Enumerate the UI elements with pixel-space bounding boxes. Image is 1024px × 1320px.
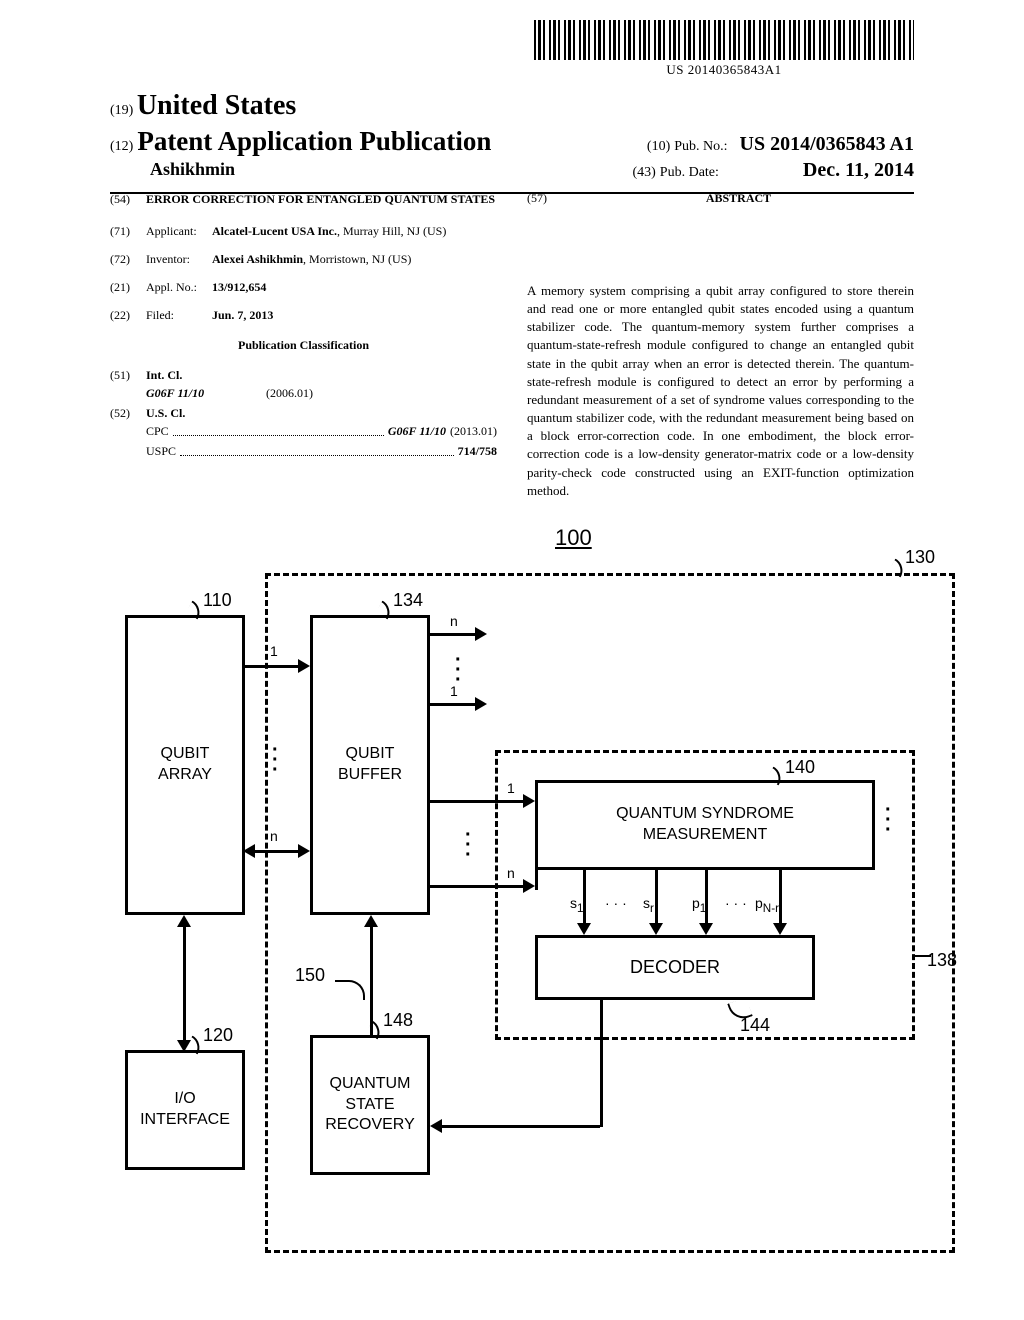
ref-134: 134 (393, 590, 423, 611)
appl-no-label: Appl. No.: (146, 278, 212, 296)
publication-type: Patent Application Publication (137, 126, 491, 156)
patent-header: (19) United States (12) Patent Applicati… (110, 90, 914, 194)
content-columns: (54) ERROR CORRECTION FOR ENTANGLED QUAN… (110, 190, 914, 500)
country-name: United States (137, 90, 296, 121)
cpc-label: CPC (146, 422, 169, 440)
uspc-row: USPC 714/758 (110, 442, 497, 460)
syndrome-box: QUANTUM SYNDROME MEASUREMENT (535, 780, 875, 870)
left-column: (54) ERROR CORRECTION FOR ENTANGLED QUAN… (110, 190, 497, 500)
filed-field: (22) Filed: Jun. 7, 2013 (110, 306, 497, 324)
pub-date-label: Pub. Date: (660, 165, 719, 180)
code-72: (72) (110, 250, 146, 268)
cpc-year: (2013.01) (450, 422, 497, 440)
code-21: (21) (110, 278, 146, 296)
code-10: (10) (647, 139, 670, 154)
decoder-box: DECODER (535, 935, 815, 1000)
filed-label: Filed: (146, 306, 212, 324)
inventor-field: (72) Inventor: Alexei Ashikhmin, Morrist… (110, 250, 497, 268)
dotted-line (173, 418, 384, 436)
pub-type-line: (12) Patent Application Publication (10)… (110, 126, 914, 157)
appl-no-value: 13/912,654 (212, 278, 497, 296)
right-column: (57) ABSTRACT A memory system comprising… (527, 190, 914, 500)
qubit-array-box: QUBIT ARRAY (125, 615, 245, 915)
int-cl-class: G06F 11/10 (146, 384, 266, 402)
barcode-text: US 20140365843A1 (534, 62, 914, 78)
int-cl-label: Int. Cl. (146, 366, 182, 384)
figure-number: 100 (555, 525, 592, 551)
ref-138: 138 (927, 950, 957, 971)
ref-150: 150 (295, 965, 325, 986)
code-19: (19) (110, 103, 133, 118)
barcode-image (534, 20, 914, 60)
patent-title: ERROR CORRECTION FOR ENTANGLED QUANTUM S… (146, 190, 497, 208)
code-54: (54) (110, 190, 146, 208)
pub-class-header: Publication Classification (110, 336, 497, 354)
uspc-value: 714/758 (458, 442, 497, 460)
abstract-header-row: (57) ABSTRACT (527, 190, 914, 247)
code-12: (12) (110, 139, 133, 154)
ref-110: 110 (203, 590, 232, 611)
int-cl-year: (2006.01) (266, 384, 313, 402)
code-43: (43) (632, 165, 655, 180)
pub-date: Dec. 11, 2014 (803, 159, 914, 181)
code-71: (71) (110, 222, 146, 240)
applicant-field: (71) Applicant: Alcatel-Lucent USA Inc.,… (110, 222, 497, 240)
inventor-label: Inventor: (146, 250, 212, 268)
author-line: Ashikhmin (43) Pub. Date: Dec. 11, 2014 (110, 159, 914, 182)
recovery-box: QUANTUM STATE RECOVERY (310, 1035, 430, 1175)
filed-value: Jun. 7, 2013 (212, 306, 497, 324)
ref-130: 130 (905, 547, 935, 568)
inventor-value: Alexei Ashikhmin, Morristown, NJ (US) (212, 250, 497, 268)
code-51: (51) (110, 366, 146, 384)
applicant-label: Applicant: (146, 222, 212, 240)
pub-no-label: Pub. No.: (674, 139, 727, 154)
code-57: (57) (527, 190, 563, 247)
int-cl-value-row: G06F 11/10 (2006.01) (110, 384, 497, 402)
abstract-label: ABSTRACT (563, 190, 914, 207)
figure-diagram: 100 130 QUBIT ARRAY 110 QUBIT BUFFER 134… (125, 525, 964, 1270)
country-line: (19) United States (110, 90, 914, 122)
barcode-region: US 20140365843A1 (534, 20, 914, 78)
ref-148: 148 (383, 1010, 413, 1031)
code-52: (52) (110, 404, 146, 422)
applicant-value: Alcatel-Lucent USA Inc., Murray Hill, NJ… (212, 222, 497, 240)
int-cl-field: (51) Int. Cl. (110, 366, 497, 384)
ref-120: 120 (203, 1025, 233, 1046)
io-interface-box: I/O INTERFACE (125, 1050, 245, 1170)
abstract-text: A memory system comprising a qubit array… (527, 282, 914, 500)
title-field: (54) ERROR CORRECTION FOR ENTANGLED QUAN… (110, 190, 497, 208)
dotted-line (180, 438, 454, 456)
pub-no: US 2014/0365843 A1 (740, 133, 914, 155)
ref-140: 140 (785, 757, 815, 778)
qubit-buffer-box: QUBIT BUFFER (310, 615, 430, 915)
uspc-label: USPC (146, 442, 176, 460)
author-name: Ashikhmin (150, 159, 235, 182)
code-22: (22) (110, 306, 146, 324)
appl-no-field: (21) Appl. No.: 13/912,654 (110, 278, 497, 296)
